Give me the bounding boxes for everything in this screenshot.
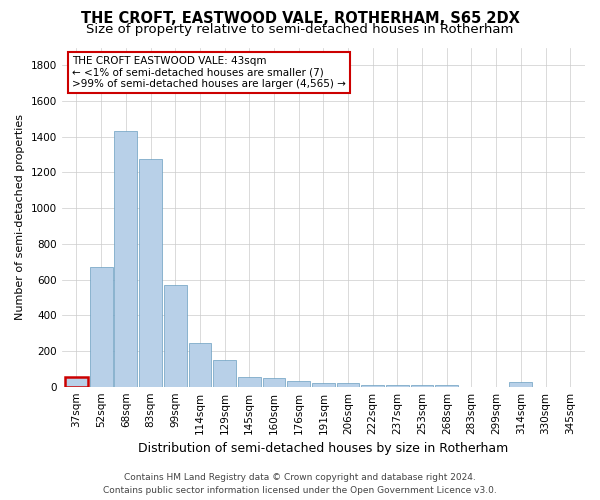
- Bar: [115, 132, 137, 386]
- Bar: [312, 383, 335, 386]
- Text: THE CROFT EASTWOOD VALE: 43sqm
← <1% of semi-detached houses are smaller (7)
>99: THE CROFT EASTWOOD VALE: 43sqm ← <1% of …: [72, 56, 346, 89]
- Bar: [287, 382, 310, 386]
- Bar: [361, 385, 384, 386]
- Bar: [238, 377, 260, 386]
- X-axis label: Distribution of semi-detached houses by size in Rotherham: Distribution of semi-detached houses by …: [138, 442, 508, 455]
- Bar: [337, 383, 359, 386]
- Bar: [164, 285, 187, 386]
- Text: THE CROFT, EASTWOOD VALE, ROTHERHAM, S65 2DX: THE CROFT, EASTWOOD VALE, ROTHERHAM, S65…: [80, 11, 520, 26]
- Bar: [386, 385, 409, 386]
- Bar: [263, 378, 286, 386]
- Bar: [188, 343, 211, 386]
- Bar: [65, 377, 88, 386]
- Bar: [213, 360, 236, 386]
- Text: Contains HM Land Registry data © Crown copyright and database right 2024.
Contai: Contains HM Land Registry data © Crown c…: [103, 474, 497, 495]
- Text: Size of property relative to semi-detached houses in Rotherham: Size of property relative to semi-detach…: [86, 22, 514, 36]
- Bar: [436, 385, 458, 386]
- Bar: [139, 159, 162, 386]
- Bar: [509, 382, 532, 386]
- Bar: [90, 267, 113, 386]
- Bar: [411, 385, 433, 386]
- Y-axis label: Number of semi-detached properties: Number of semi-detached properties: [15, 114, 25, 320]
